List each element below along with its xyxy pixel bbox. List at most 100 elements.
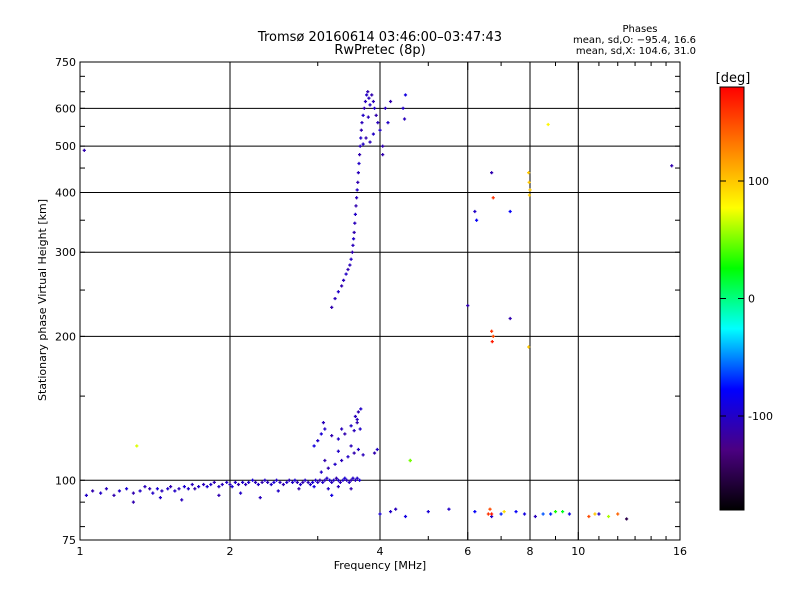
x-axis-label: Frequency [MHz]: [334, 559, 426, 572]
echo-point: [319, 432, 323, 436]
echo-point: [402, 117, 407, 121]
echo-point: [355, 417, 359, 422]
echo-point: [180, 498, 184, 502]
x-tick-label: 8: [527, 545, 534, 558]
echo-point: [225, 480, 229, 484]
echo-point: [560, 509, 565, 514]
echo-point: [334, 476, 338, 480]
echo-point: [361, 453, 365, 457]
echo-point: [166, 487, 170, 491]
echo-point: [356, 171, 360, 175]
echo-point: [326, 487, 330, 491]
colorbar-tick-label: -100: [748, 410, 773, 423]
echo-point: [352, 429, 356, 433]
echo-point: [367, 96, 371, 100]
echo-point: [353, 414, 357, 419]
echo-point: [347, 480, 351, 484]
echo-point: [354, 196, 359, 200]
echo-point: [220, 482, 224, 487]
echo-point: [238, 491, 243, 495]
echo-point: [333, 462, 337, 466]
x-tick-label: 10: [571, 545, 585, 558]
chart-subtitle: RwPretec (8p): [334, 43, 425, 58]
echo-point: [361, 142, 365, 146]
echo-point: [217, 485, 221, 489]
echo-point: [355, 188, 359, 192]
echo-point: [514, 509, 518, 514]
echo-point: [363, 99, 368, 104]
echo-point: [131, 491, 136, 495]
echo-point: [356, 180, 360, 184]
echo-point: [426, 509, 430, 514]
echo-point: [381, 153, 385, 157]
echo-point: [281, 482, 286, 487]
echo-point: [328, 478, 332, 482]
y-tick-label: 750: [55, 56, 76, 69]
echo-point: [336, 478, 340, 482]
echo-point: [508, 209, 512, 214]
echo-point: [158, 495, 163, 500]
echo-point: [371, 132, 376, 136]
echo-point: [597, 512, 601, 516]
echo-point: [138, 489, 142, 493]
echo-point: [349, 424, 353, 428]
echo-point: [353, 212, 357, 216]
echo-point: [359, 136, 363, 140]
echo-point: [301, 480, 305, 484]
echo-point: [549, 512, 553, 516]
echo-point: [323, 458, 327, 463]
echo-point: [374, 113, 378, 117]
echo-point: [528, 188, 532, 192]
echo-point: [351, 237, 356, 241]
echo-point: [193, 487, 197, 491]
echo-point: [527, 345, 531, 349]
echo-point: [316, 480, 320, 484]
echo-point: [522, 512, 527, 516]
echo-point: [112, 493, 116, 497]
echo-point: [293, 478, 297, 482]
echo-point: [186, 487, 190, 491]
echo-point: [212, 480, 216, 484]
echo-point: [91, 489, 95, 493]
echo-point: [346, 455, 350, 459]
echo-point: [217, 493, 221, 497]
echo-point: [361, 113, 365, 117]
echo-point: [473, 509, 477, 514]
echo-point: [336, 437, 340, 441]
echo-point: [473, 209, 477, 214]
echo-point: [258, 495, 262, 500]
echo-point: [143, 485, 147, 489]
echo-point: [297, 487, 301, 491]
axes: 1 2 4 6 8 10 16 75 100 200 300 400 500 600 750: [55, 56, 687, 558]
y-tick-label: 200: [55, 330, 76, 343]
echo-point: [527, 180, 531, 184]
colorbar-gradient: [719, 86, 745, 511]
echo-point: [567, 512, 572, 516]
y-tick-label: 500: [55, 140, 76, 153]
echo-point: [354, 204, 358, 208]
echo-point: [260, 480, 264, 484]
echo-point: [308, 482, 313, 487]
echo-point: [670, 164, 674, 168]
echo-point: [124, 487, 129, 491]
y-tick-label: 300: [55, 246, 76, 259]
echo-point: [135, 444, 139, 448]
echo-point: [348, 263, 352, 267]
echo-point: [553, 509, 558, 514]
echo-point: [386, 121, 390, 125]
echo-point: [362, 106, 366, 110]
echo-point: [285, 480, 289, 484]
echo-point: [408, 458, 412, 463]
echo-point: [357, 478, 362, 482]
echo-point: [333, 296, 337, 301]
echo-point: [358, 144, 362, 148]
echo-point: [352, 230, 356, 235]
echo-point: [486, 512, 490, 516]
echo-point: [209, 482, 213, 487]
echo-point: [403, 93, 408, 97]
echo-point: [332, 478, 336, 482]
echo-point: [160, 489, 164, 493]
echo-point: [508, 316, 512, 321]
